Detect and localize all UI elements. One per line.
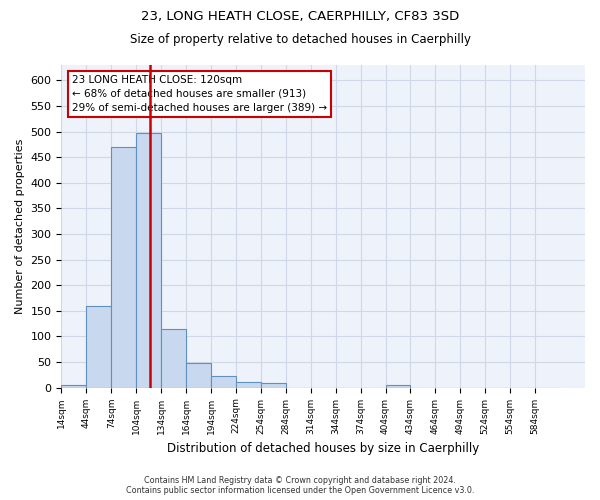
Text: Contains HM Land Registry data © Crown copyright and database right 2024.
Contai: Contains HM Land Registry data © Crown c… bbox=[126, 476, 474, 495]
Bar bbox=[111, 147, 136, 388]
Bar bbox=[236, 382, 261, 388]
Bar bbox=[211, 376, 236, 388]
Bar bbox=[161, 329, 186, 388]
Bar bbox=[86, 306, 111, 388]
X-axis label: Distribution of detached houses by size in Caerphilly: Distribution of detached houses by size … bbox=[167, 442, 479, 455]
Y-axis label: Number of detached properties: Number of detached properties bbox=[15, 138, 25, 314]
Bar bbox=[386, 384, 410, 388]
Bar bbox=[61, 385, 86, 388]
Bar bbox=[261, 382, 286, 388]
Text: 23, LONG HEATH CLOSE, CAERPHILLY, CF83 3SD: 23, LONG HEATH CLOSE, CAERPHILLY, CF83 3… bbox=[141, 10, 459, 23]
Text: Size of property relative to detached houses in Caerphilly: Size of property relative to detached ho… bbox=[130, 32, 470, 46]
Bar bbox=[186, 363, 211, 388]
Text: 23 LONG HEATH CLOSE: 120sqm
← 68% of detached houses are smaller (913)
29% of se: 23 LONG HEATH CLOSE: 120sqm ← 68% of det… bbox=[72, 74, 327, 112]
Bar bbox=[136, 133, 161, 388]
